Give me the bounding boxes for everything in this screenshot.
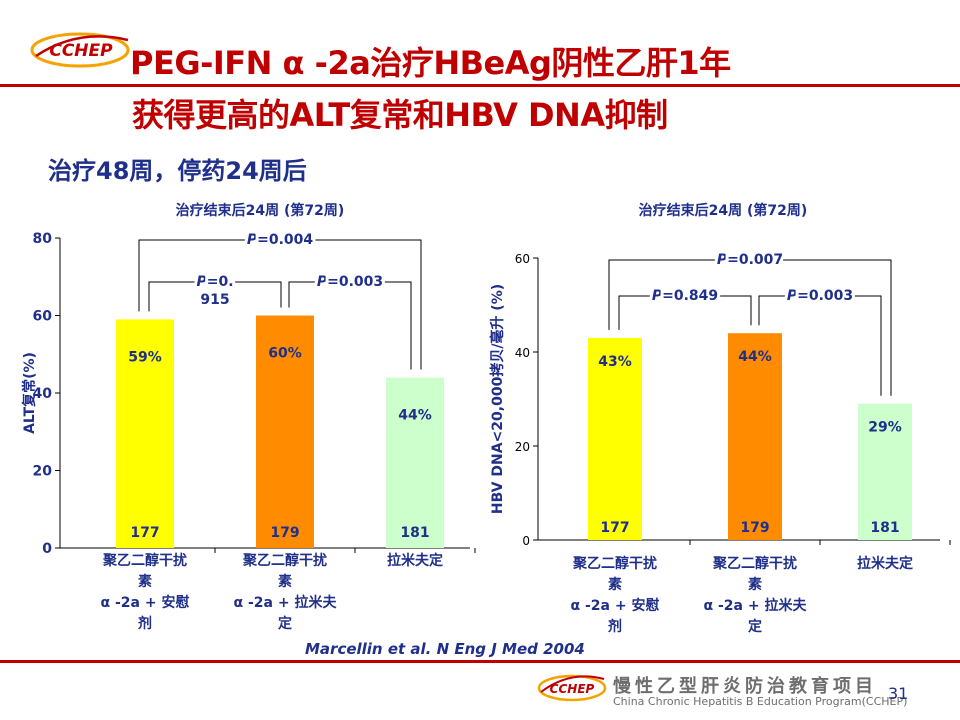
bar-n-label: 179 [270,525,299,541]
category-label: α -2a + 拉米夫 [704,597,808,614]
footer-logo-text: CCHEP [550,682,595,696]
significance-bracket [148,281,282,312]
category-label: 聚乙二醇干扰 [102,552,187,569]
y-tick-label: 20 [33,464,53,480]
p-value: =0.849 [662,288,718,304]
category-label: 素 [748,576,762,593]
cchep-logo: CCHEP [30,32,130,68]
bar [256,315,314,548]
p-value: =0.003 [797,288,853,304]
slide-title-line-1: PEG-IFN α -2a治疗HBeAg阴性乙肝1年 [130,44,731,82]
significance-bracket [618,295,752,330]
title-rule [0,84,960,87]
significance-bracket [758,295,882,396]
p-symbol: P [787,288,798,304]
alt-normalization-chart: 治疗结束后24周 (第72周) 0 20 40 60 80 ALT复常(%) 59% 177 聚乙… [21,202,476,632]
bar-value-label: 59% [128,349,162,365]
footer-rule [0,660,960,663]
p-value-label: P=0.003 [787,288,853,304]
category-label: 聚乙二醇干扰 [712,555,797,572]
slide-subtitle: 治疗48周，停药24周后 [48,157,307,185]
p-symbol: P [196,274,207,290]
bar [728,333,782,540]
bar [386,377,444,548]
p-value-label: P=0.003 [317,274,383,290]
chart-title: 治疗结束后24周 (第72周) [639,202,808,219]
chart-title: 治疗结束后24周 (第72周) [176,202,345,219]
bar-value-label: 43% [598,354,632,370]
organization-name-en: China Chronic Hepatitis B Education Prog… [613,695,908,708]
p-value: =0.003 [327,274,383,290]
p-value: =0. [207,274,234,290]
y-tick-label: 80 [33,231,53,247]
category-label: α -2a + 安慰 [571,597,660,614]
cchep-footer-logo: CCHEP [537,674,607,702]
organization-name-cn: 慢性乙型肝炎防治教育项目 [613,676,877,697]
bar-n-label: 177 [600,520,629,536]
bar-n-label: 181 [400,525,429,541]
bar-value-label: 60% [268,346,302,362]
category-label: 聚乙二醇干扰 [242,552,327,569]
p-symbol: P [247,232,258,248]
p-symbol: P [717,252,728,268]
category-label: 素 [138,573,152,590]
bar-value-label: 44% [738,349,772,365]
y-axis-label: HBV DNA<20,000拷贝/毫升 (%) [489,284,506,514]
bar [588,337,642,540]
bar-n-label: 179 [740,520,769,536]
page-number: 31 [888,684,909,703]
category-label: 定 [278,615,292,632]
p-value-label: P=0.007 [717,252,783,268]
category-label: 拉米夫定 [857,555,913,572]
y-tick-label: 0 [522,534,530,548]
p-value-label: P=0.849 [652,288,718,304]
category-label: 剂 [138,615,152,632]
bar-n-label: 177 [130,525,159,541]
logo-text: CCHEP [49,41,113,61]
y-tick-label: 40 [515,346,530,360]
category-label: 聚乙二醇干扰 [572,555,657,572]
hbv-dna-suppression-chart: 治疗结束后24周 (第72周) 0 20 40 60 HBV DNA<20,000拷贝/毫… [489,202,951,635]
bar [116,319,174,548]
bar-value-label: 29% [868,420,902,436]
y-tick-label: 0 [42,541,52,557]
category-label: 定 [748,618,762,635]
p-value-label: P=0. [196,274,233,290]
y-axis-label: ALT复常(%) [21,352,38,434]
significance-bracket [288,281,412,370]
significance-bracket [138,239,422,370]
category-label: 素 [608,576,622,593]
p-symbol: P [317,274,328,290]
p-value-label: P=0.004 [247,232,314,248]
citation: Marcellin et al. N Eng J Med 2004 [305,640,585,658]
bar-n-label: 181 [870,520,899,536]
y-tick-label: 60 [515,252,530,266]
category-label: 拉米夫定 [387,552,443,569]
bar-value-label: 44% [398,408,432,424]
slide-title-line-2: 获得更高的ALT复常和HBV DNA抑制 [132,96,668,134]
bar [858,403,912,540]
category-label: α -2a + 拉米夫 [234,594,338,611]
p-value: =0.007 [727,252,783,268]
p-value: =0.004 [257,232,313,248]
category-label: 剂 [608,618,622,635]
significance-bracket [608,259,892,396]
p-value-line-2: 915 [200,292,229,308]
p-symbol: P [652,288,663,304]
y-tick-label: 60 [33,309,53,325]
y-tick-label: 20 [515,440,530,454]
y-tick-label: 40 [33,386,53,402]
category-label: 素 [278,573,292,590]
category-label: α -2a + 安慰 [101,594,190,611]
